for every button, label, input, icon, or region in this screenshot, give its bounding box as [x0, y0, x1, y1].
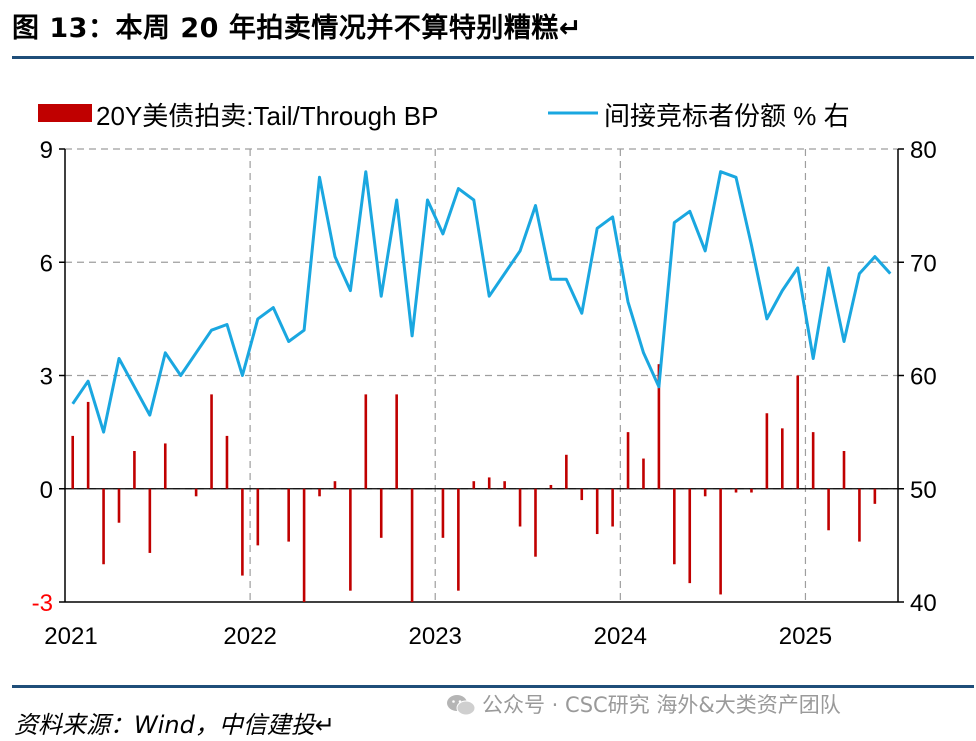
- bar: [611, 488, 614, 527]
- bar: [163, 443, 167, 489]
- bar: [565, 454, 568, 489]
- y-right-tick-label: 50: [910, 477, 937, 504]
- bar: [395, 394, 398, 489]
- bar: [102, 488, 105, 565]
- watermark-text: 公众号 · CSC研究 海外&大类资产团队: [482, 693, 841, 717]
- bar: [302, 488, 306, 602]
- bar: [703, 488, 707, 497]
- bar: [673, 488, 676, 565]
- legend-line-label: 间接竞标者份额 % 右: [604, 101, 850, 131]
- x-tick-label: 2021: [44, 623, 97, 650]
- bar: [441, 488, 445, 538]
- legend-bar-label: 20Y美债拍卖:Tail/Through BP: [96, 101, 438, 131]
- bar: [210, 394, 213, 489]
- bar: [858, 488, 861, 542]
- line-series: [71, 170, 892, 434]
- x-tick-label: 2024: [594, 623, 647, 650]
- bar: [487, 477, 491, 489]
- bar: [148, 488, 152, 553]
- bar: [765, 413, 769, 489]
- bar: [86, 401, 90, 489]
- y-right-tick-label: 80: [910, 137, 937, 164]
- bar: [719, 488, 722, 595]
- bar: [534, 488, 537, 557]
- bar: [796, 375, 800, 489]
- x-tick-label: 2022: [223, 623, 276, 650]
- bar: [503, 481, 506, 489]
- title-rule: [12, 56, 974, 59]
- bar: [349, 488, 352, 591]
- bar: [225, 435, 229, 489]
- chart: 20Y美债拍卖:Tail/Through BP 间接竞标者份额 % 右 -3 0 3…: [32, 101, 937, 650]
- wechat-icon: [447, 695, 476, 716]
- bar: [657, 364, 661, 489]
- bar: [241, 488, 244, 576]
- legend: 20Y美债拍卖:Tail/Through BP 间接竞标者份额 % 右: [38, 101, 850, 131]
- bar: [194, 488, 198, 497]
- watermark: 公众号 · CSC研究 海外&大类资产团队: [446, 689, 841, 719]
- bar: [133, 451, 136, 489]
- x-tick-label: 2023: [409, 623, 462, 650]
- y-right-tick-label: 40: [910, 590, 937, 617]
- y-left-tick-label: 9: [40, 137, 53, 164]
- y-left-tick-label: 3: [40, 364, 53, 391]
- bar: [549, 484, 553, 489]
- bar: [842, 451, 846, 489]
- bar: [333, 481, 337, 489]
- bar: [457, 488, 460, 591]
- bar: [734, 488, 738, 493]
- bar: [379, 488, 383, 538]
- x-tick-label: 2025: [779, 623, 832, 650]
- bar: [318, 488, 321, 497]
- bar: [781, 428, 784, 489]
- bar: [364, 394, 368, 489]
- bar: [256, 488, 260, 546]
- plot-area: -3 0 3 6 9 40 50 60 70 80 2021 2022 2023 2024 2025: [32, 137, 937, 650]
- bar: [117, 488, 121, 523]
- bar: [472, 481, 476, 489]
- bar: [287, 488, 290, 542]
- bar: [827, 488, 830, 531]
- bar: [518, 488, 522, 527]
- y-right-tick-label: 60: [910, 364, 937, 391]
- bar: [595, 488, 599, 535]
- legend-bar-swatch: [38, 104, 92, 122]
- bar: [626, 432, 630, 489]
- bar: [688, 488, 692, 584]
- figure-title: 图 13：本周 20 年拍卖情况并不算特别糟糕↵: [12, 13, 582, 44]
- y-right-tick-label: 70: [910, 250, 937, 277]
- bar: [71, 435, 75, 489]
- bar: [750, 488, 753, 493]
- y-left-tick-label: 6: [40, 250, 53, 277]
- y-left-tick-label: -3: [32, 590, 53, 617]
- bar: [642, 458, 645, 489]
- bar: [873, 488, 877, 504]
- bar: [811, 432, 815, 489]
- source-rule: [12, 685, 974, 688]
- y-left-tick-label: 0: [40, 477, 53, 504]
- bar: [410, 488, 414, 602]
- bar: [580, 488, 584, 501]
- source-note: 资料来源：Wind，中信建投↵: [14, 711, 335, 739]
